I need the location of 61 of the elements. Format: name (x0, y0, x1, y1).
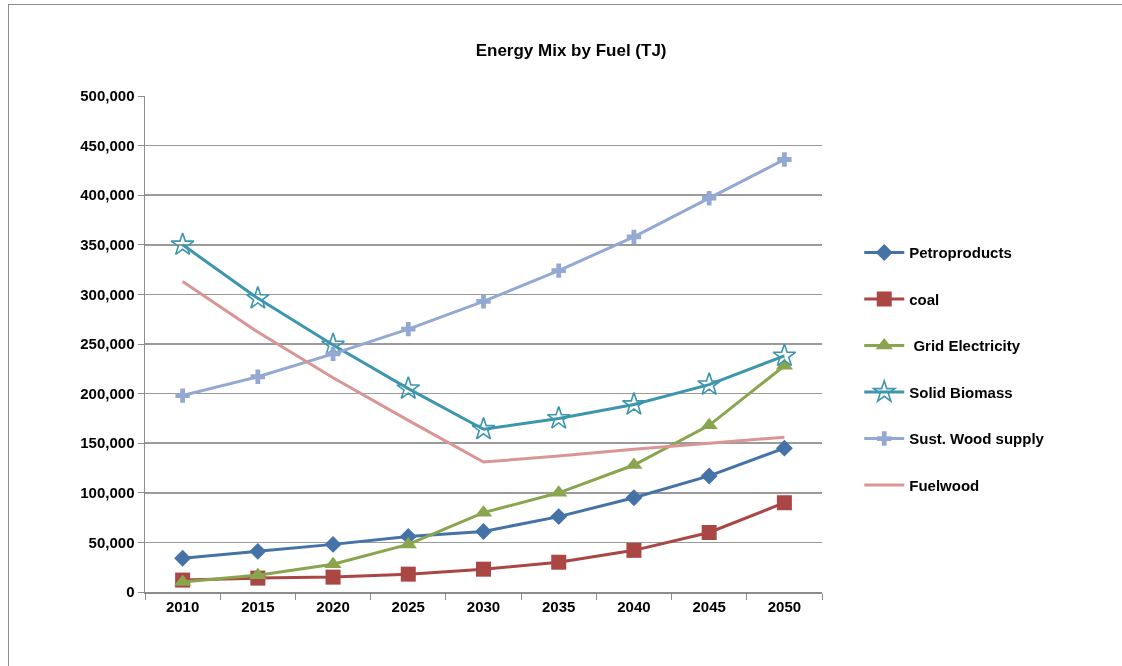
point (170, 232, 195, 256)
y-tick-label: 350,000 (80, 236, 135, 254)
y-tick-label: 400,000 (80, 186, 135, 204)
point (325, 569, 341, 585)
x-tick-label: 2015 (241, 597, 275, 615)
x-tick-label: 2030 (466, 597, 501, 615)
point (324, 535, 342, 553)
legend-label: Sust. Wood supply (909, 430, 1045, 448)
point (396, 375, 421, 400)
y-tick-label: 200,000 (80, 384, 135, 402)
point (550, 508, 568, 526)
y-tick-label: 100,000 (80, 484, 135, 502)
point (250, 369, 266, 384)
point (697, 371, 722, 396)
point (551, 554, 567, 570)
y-tick-label: 0 (126, 583, 135, 601)
point (626, 542, 642, 558)
point (701, 524, 717, 540)
point (399, 536, 417, 549)
x-tick-label: 2045 (692, 597, 726, 615)
legend-label: coal (909, 290, 940, 308)
point (775, 439, 793, 457)
point (174, 549, 192, 567)
point (476, 561, 491, 577)
y-tick-label: 450,000 (80, 136, 135, 154)
x-tick-label: 2050 (767, 597, 802, 615)
y-tick-label: 500,000 (80, 87, 135, 105)
legend-label: Petroproducts (909, 244, 1012, 262)
legend-label: Grid Electricity (909, 337, 1021, 355)
point (245, 285, 270, 309)
point (476, 294, 491, 309)
point (626, 229, 642, 245)
x-tick-label: 2010 (165, 597, 200, 615)
point (772, 343, 797, 367)
x-tick-label: 2020 (316, 597, 350, 615)
point (249, 542, 267, 560)
y-tick-label: 150,000 (80, 434, 135, 452)
point (551, 263, 566, 278)
point (475, 523, 492, 540)
legend-label: Fuelwood (909, 476, 980, 494)
point (700, 417, 718, 430)
point (546, 405, 571, 429)
legend-label: Solid Biomass (909, 383, 1013, 401)
point (777, 152, 792, 167)
point (625, 489, 643, 507)
point (400, 566, 416, 582)
point (776, 495, 792, 511)
y-tick-label: 50,000 (88, 533, 135, 551)
point (175, 388, 190, 403)
y-tick-label: 250,000 (80, 335, 135, 353)
x-tick-label: 2025 (391, 597, 425, 615)
point (401, 321, 416, 337)
x-tick-label: 2035 (542, 597, 576, 615)
point (320, 332, 346, 356)
y-tick-label: 300,000 (80, 285, 135, 303)
point (471, 416, 496, 440)
point (701, 190, 717, 206)
point (700, 467, 718, 485)
point (621, 391, 647, 415)
chart-title: Energy Mix by Fuel (TJ) (475, 40, 667, 60)
x-tick-label: 2040 (617, 597, 651, 615)
